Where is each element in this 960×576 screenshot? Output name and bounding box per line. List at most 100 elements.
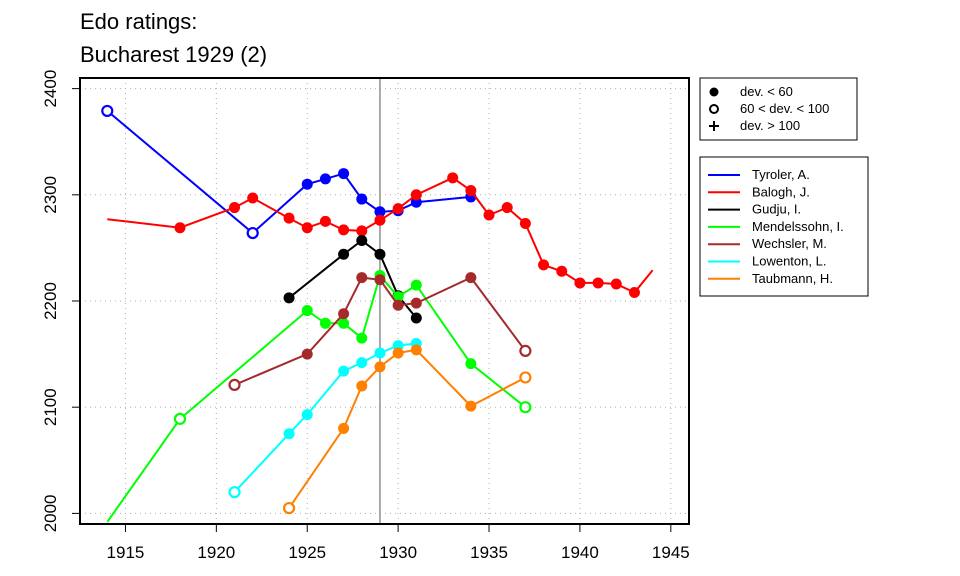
data-point xyxy=(374,214,386,226)
data-point xyxy=(519,401,532,414)
data-point xyxy=(374,248,386,260)
data-point xyxy=(356,332,368,344)
data-point xyxy=(356,234,368,246)
data-point xyxy=(338,168,350,180)
series-legend: Tyroler, A. Balogh, J. Gudju, I. Mendelssoh… xyxy=(699,156,869,297)
x-tick-label: 1925 xyxy=(288,543,326,562)
chart-subtitle: Bucharest 1929 (2) xyxy=(80,42,267,67)
data-point xyxy=(356,193,368,205)
series-legend-label: Lowenton, L. xyxy=(752,254,826,269)
y-tick-label: 2000 xyxy=(41,494,60,532)
data-point xyxy=(410,312,422,324)
series-legend-label: Wechsler, M. xyxy=(752,236,827,251)
data-point xyxy=(356,225,368,237)
marker-legend-plus xyxy=(709,121,719,131)
series-legend-label: Mendelssohn, I. xyxy=(752,219,844,234)
data-point xyxy=(592,277,604,289)
grid xyxy=(80,78,689,524)
data-point xyxy=(338,248,350,260)
data-point xyxy=(228,378,241,391)
data-point xyxy=(228,486,241,499)
data-point xyxy=(465,272,477,284)
marker-legend-label: dev. > 100 xyxy=(740,118,800,133)
data-point xyxy=(392,291,404,303)
plot-frame xyxy=(79,77,690,525)
series-line-0 xyxy=(106,110,471,235)
data-point xyxy=(356,272,368,284)
data-point xyxy=(501,202,513,214)
marker-legend-label: dev. < 60 xyxy=(740,84,793,99)
data-point xyxy=(283,428,295,440)
data-point xyxy=(519,217,531,229)
data-point xyxy=(519,344,532,358)
series-layer xyxy=(101,104,654,523)
data-point xyxy=(319,317,331,329)
data-point xyxy=(247,192,259,204)
data-point xyxy=(519,371,532,384)
series-line-5 xyxy=(233,342,417,493)
y-tick-label: 2200 xyxy=(41,282,60,320)
data-point xyxy=(410,297,422,309)
x-tick-label: 1935 xyxy=(470,543,508,562)
data-point xyxy=(338,422,350,434)
data-point xyxy=(356,357,368,369)
series-legend-label: Tyroler, A. xyxy=(752,167,810,182)
data-point xyxy=(338,365,350,377)
data-point xyxy=(410,279,422,291)
data-point xyxy=(392,347,404,359)
marker-legend-label: 60 < dev. < 100 xyxy=(740,101,829,116)
data-point xyxy=(338,308,350,320)
data-point xyxy=(465,400,477,412)
data-point xyxy=(374,361,386,373)
y-tick-label: 2300 xyxy=(41,176,60,214)
data-point xyxy=(465,358,477,370)
data-point xyxy=(574,277,586,289)
data-point xyxy=(301,409,313,421)
data-point xyxy=(283,212,295,224)
data-point xyxy=(447,172,459,184)
data-point xyxy=(392,299,404,311)
data-point xyxy=(101,104,114,118)
series-legend-label: Gudju, I. xyxy=(752,202,801,217)
data-point xyxy=(392,203,404,215)
data-point xyxy=(465,185,477,197)
series-legend-label: Taubmann, H. xyxy=(752,271,833,286)
x-tick-label: 1920 xyxy=(197,543,235,562)
series-line-6 xyxy=(288,348,526,509)
y-tick-label: 2400 xyxy=(41,70,60,108)
data-point xyxy=(319,173,331,185)
data-point xyxy=(301,348,313,360)
x-tick-label: 1945 xyxy=(652,543,690,562)
marker-legend-filled-dot xyxy=(709,87,719,97)
x-tick-label: 1915 xyxy=(107,543,145,562)
marker-legend-open-dot xyxy=(709,104,719,114)
axes: 1915 1920 1925 1930 1935 1940 1945 2000 2100 2200… xyxy=(41,70,690,562)
data-point xyxy=(374,206,386,218)
chart-title: Edo ratings: xyxy=(80,9,197,34)
data-point xyxy=(338,317,350,329)
data-point xyxy=(356,380,368,392)
data-point xyxy=(538,259,550,271)
data-point xyxy=(556,265,568,277)
data-point xyxy=(283,292,295,304)
marker-legend-box xyxy=(699,77,858,141)
data-point xyxy=(229,202,241,214)
data-point xyxy=(301,178,313,190)
data-point xyxy=(374,347,386,359)
series-legend-box xyxy=(699,156,869,297)
data-point xyxy=(301,222,313,234)
marker-legend: dev. < 60 60 < dev. < 100 dev. > 100 xyxy=(699,77,858,141)
data-point xyxy=(173,412,187,425)
data-point xyxy=(483,209,495,221)
y-tick-label: 2100 xyxy=(41,388,60,426)
series-legend-label: Balogh, J. xyxy=(752,184,810,199)
data-point xyxy=(174,222,186,234)
data-point xyxy=(338,224,350,236)
data-point xyxy=(410,189,422,201)
data-point xyxy=(610,278,622,290)
x-tick-label: 1930 xyxy=(379,543,417,562)
data-point xyxy=(628,287,640,299)
x-tick-label: 1940 xyxy=(561,543,599,562)
data-point xyxy=(410,344,422,356)
